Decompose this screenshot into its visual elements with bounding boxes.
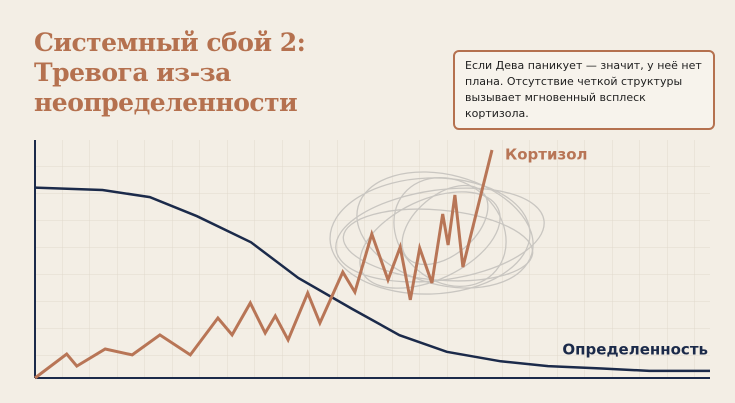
callout-line: плана. Отсутствие четкой структуры (465, 75, 683, 88)
callout-line: Если Дева паникует — значит, у неё нет (465, 59, 702, 72)
title-line: неопределенности (34, 88, 298, 117)
title: Системный сбой 2: Тревога из-за неопреде… (34, 28, 306, 118)
series-line (34, 186, 710, 373)
callout-line: вызывает мгновенный всплеск кортизола. (465, 91, 646, 120)
title-line: Тревога из-за (34, 58, 231, 87)
callout: Если Дева паникует — значит, у неё нет п… (453, 50, 715, 130)
legend-label: Кортизол (505, 145, 588, 163)
legend-label: Определенность (562, 340, 708, 358)
title-line: Системный сбой 2: (34, 28, 306, 57)
grid (35, 140, 710, 378)
series-line (34, 149, 494, 380)
